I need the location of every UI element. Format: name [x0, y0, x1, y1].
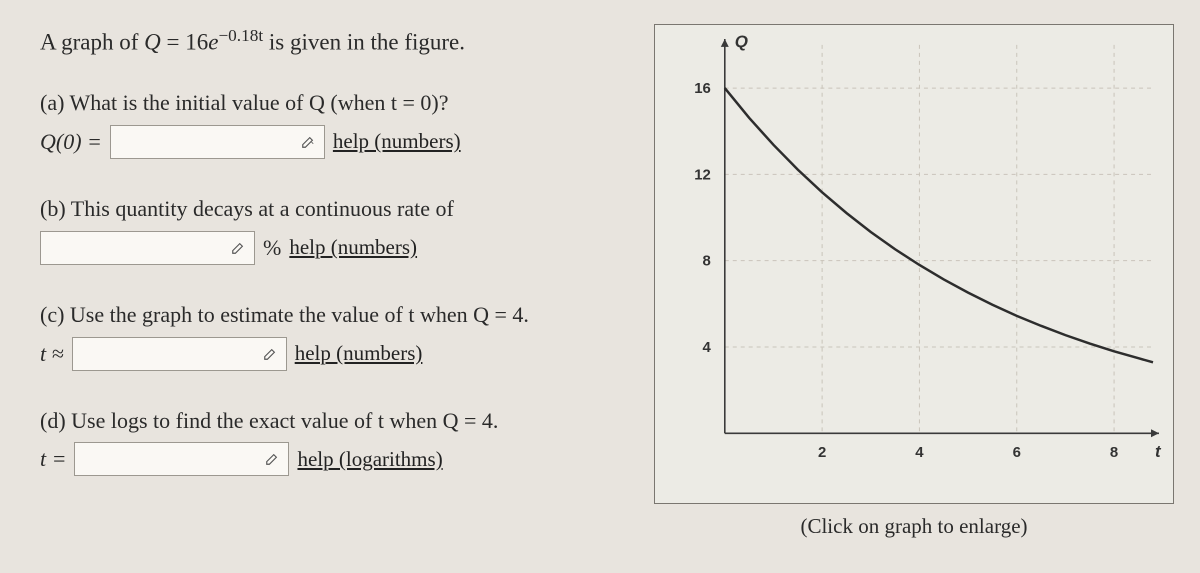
part-c-input-wrap — [72, 337, 287, 371]
part-c-answer-row: t ≈ help (numbers) — [40, 337, 630, 371]
part-d-text: (d) Use logs to find the exact value of … — [40, 405, 630, 437]
part-b: (b) This quantity decays at a continuous… — [40, 193, 630, 265]
part-d-help-link[interactable]: help (logarithms) — [297, 447, 442, 472]
problem-statement: A graph of Q = 16e−0.18t is given in the… — [40, 24, 630, 59]
pencil-icon[interactable] — [227, 237, 249, 259]
part-a-input[interactable] — [110, 125, 325, 159]
graph-svg: 2468481216tQ — [655, 25, 1173, 503]
prompt-text-pre: A graph of — [40, 30, 144, 55]
part-c-input[interactable] — [72, 337, 287, 371]
svg-text:16: 16 — [694, 80, 711, 97]
prompt-e: e — [208, 30, 218, 55]
question-column: A graph of Q = 16e−0.18t is given in the… — [40, 24, 630, 563]
svg-text:6: 6 — [1013, 444, 1021, 461]
prompt-eq: = 16 — [161, 30, 208, 55]
pencil-icon[interactable] — [259, 343, 281, 365]
part-d-input-wrap — [74, 442, 289, 476]
part-b-input[interactable] — [40, 231, 255, 265]
pencil-icon[interactable] — [261, 448, 283, 470]
decay-graph[interactable]: 2468481216tQ — [654, 24, 1174, 504]
part-a: (a) What is the initial value of Q (when… — [40, 87, 630, 159]
part-d-label: t = — [40, 446, 66, 472]
part-a-text: (a) What is the initial value of Q (when… — [40, 87, 630, 119]
part-a-input-wrap — [110, 125, 325, 159]
prompt-exponent: −0.18t — [218, 26, 263, 45]
pencil-icon[interactable] — [297, 131, 319, 153]
part-b-percent: % — [263, 235, 281, 261]
part-a-label: Q(0) = — [40, 129, 102, 155]
svg-text:Q: Q — [735, 32, 748, 51]
part-a-answer-row: Q(0) = help (numbers) — [40, 125, 630, 159]
part-d: (d) Use logs to find the exact value of … — [40, 405, 630, 477]
part-b-help-link[interactable]: help (numbers) — [289, 235, 417, 260]
part-c-label: t ≈ — [40, 341, 64, 367]
graph-column: 2468481216tQ (Click on graph to enlarge) — [654, 24, 1174, 563]
svg-text:2: 2 — [818, 444, 826, 461]
part-b-answer-row: % help (numbers) — [40, 231, 630, 265]
svg-text:8: 8 — [1110, 444, 1118, 461]
prompt-text-post: is given in the figure. — [263, 30, 465, 55]
graph-caption: (Click on graph to enlarge) — [800, 514, 1027, 539]
prompt-var-q: Q — [144, 30, 161, 55]
part-c: (c) Use the graph to estimate the value … — [40, 299, 630, 371]
part-c-help-link[interactable]: help (numbers) — [295, 341, 423, 366]
part-a-help-link[interactable]: help (numbers) — [333, 129, 461, 154]
svg-text:12: 12 — [694, 166, 711, 183]
svg-text:4: 4 — [703, 339, 712, 356]
svg-text:4: 4 — [915, 444, 924, 461]
part-d-answer-row: t = help (logarithms) — [40, 442, 630, 476]
part-c-text: (c) Use the graph to estimate the value … — [40, 299, 630, 331]
svg-text:8: 8 — [703, 253, 711, 270]
part-b-input-wrap — [40, 231, 255, 265]
question-page: A graph of Q = 16e−0.18t is given in the… — [0, 0, 1200, 573]
part-d-input[interactable] — [74, 442, 289, 476]
part-b-text: (b) This quantity decays at a continuous… — [40, 193, 630, 225]
